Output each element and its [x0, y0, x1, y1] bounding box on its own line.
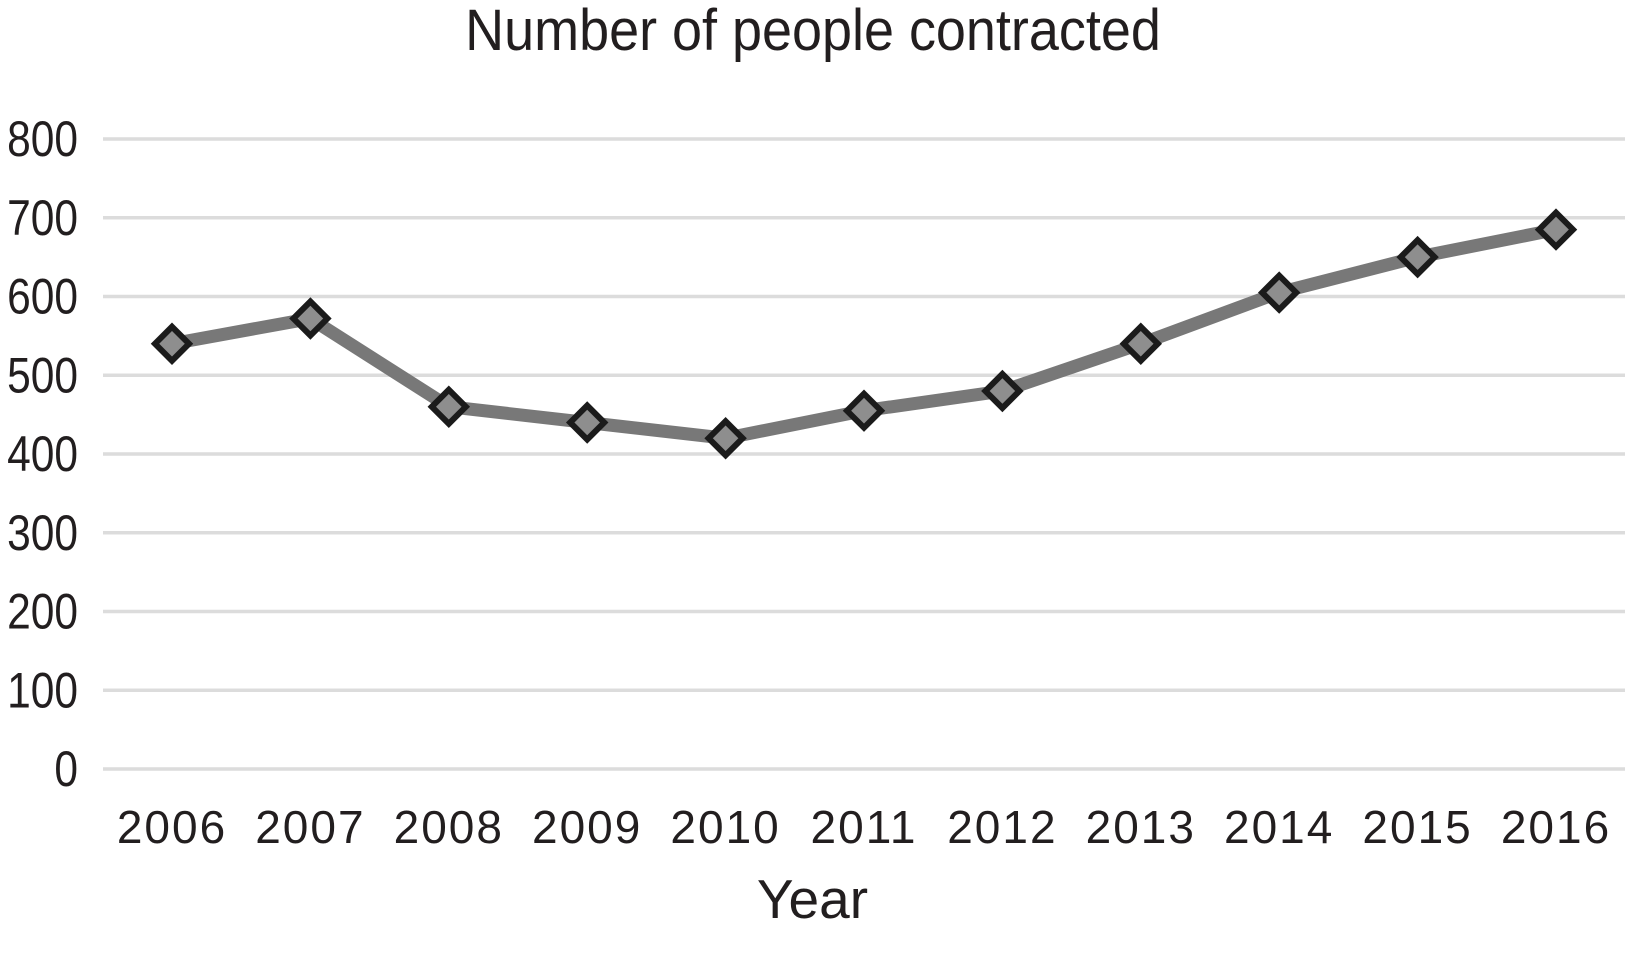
y-axis-tick-label: 400 [7, 426, 78, 482]
y-axis-tick-label: 800 [7, 111, 78, 167]
x-axis-tick-label: 2013 [1086, 801, 1196, 853]
chart-title: Number of people contracted [0, 0, 1625, 62]
data-point-marker [289, 297, 332, 340]
data-point-marker [150, 322, 194, 365]
x-axis-tick-label: 2009 [532, 801, 642, 853]
data-point-marker [1534, 208, 1578, 251]
data-point-marker [704, 417, 747, 460]
data-point-marker [565, 401, 609, 444]
x-axis-tick-label: 2010 [670, 801, 780, 853]
data-point-marker [1119, 322, 1163, 365]
y-axis-tick-label: 600 [7, 268, 78, 324]
y-axis-tick-label: 200 [7, 583, 78, 639]
y-axis-tick-label: 700 [7, 189, 78, 245]
x-axis-title-text: Year [756, 868, 869, 930]
x-axis-tick-label: 2016 [1501, 801, 1611, 853]
x-axis-tick-label: 2008 [394, 801, 504, 853]
data-point-marker [842, 389, 886, 432]
x-axis-tick-label: 2011 [811, 801, 918, 853]
x-axis-tick-label: 2014 [1224, 801, 1334, 853]
x-axis-title: Year [0, 868, 1625, 930]
data-point-marker [981, 369, 1024, 413]
data-point-marker [1396, 235, 1439, 279]
y-axis-tick-label: 100 [7, 662, 78, 718]
x-axis-tick-label: 2015 [1362, 801, 1472, 853]
x-axis-tick-label: 2007 [255, 801, 365, 853]
x-axis-tick-label: 2012 [947, 801, 1057, 853]
y-axis-tick-label: 300 [7, 504, 78, 560]
data-point-marker [427, 385, 471, 428]
chart-title-text: Number of people contracted [464, 0, 1161, 63]
y-axis-tick-label: 500 [7, 347, 78, 403]
data-point-marker [1257, 271, 1301, 314]
x-axis-tick-label: 2006 [117, 801, 227, 853]
y-axis-tick-label: 0 [54, 741, 78, 797]
